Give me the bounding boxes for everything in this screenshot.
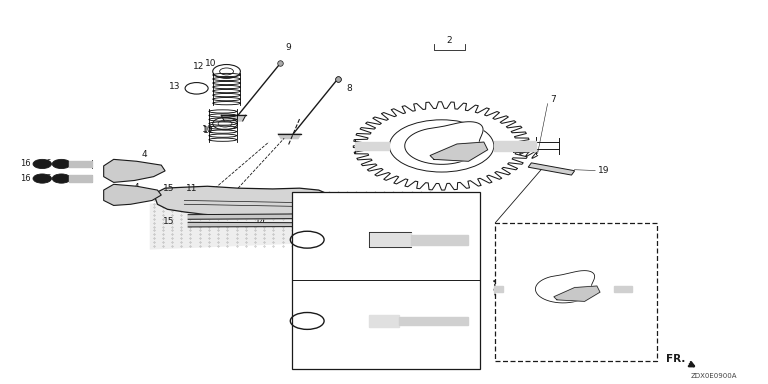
Polygon shape	[411, 235, 468, 245]
Polygon shape	[554, 286, 600, 301]
Polygon shape	[188, 222, 415, 227]
Polygon shape	[535, 271, 594, 303]
Text: 9: 9	[285, 43, 291, 53]
Text: 15: 15	[164, 184, 174, 193]
Text: 4: 4	[141, 150, 147, 159]
Text: 17: 17	[302, 235, 313, 244]
Polygon shape	[528, 163, 574, 175]
Text: 5: 5	[360, 221, 365, 227]
Text: 4: 4	[134, 183, 140, 192]
Text: 7: 7	[646, 262, 652, 271]
Text: 23: 23	[386, 253, 395, 259]
Polygon shape	[69, 161, 92, 167]
Text: FR.: FR.	[666, 354, 686, 364]
Text: 5: 5	[422, 204, 428, 213]
Polygon shape	[369, 315, 399, 327]
Polygon shape	[430, 142, 488, 161]
Polygon shape	[614, 286, 632, 292]
Text: 16: 16	[20, 174, 31, 183]
Text: 13: 13	[170, 82, 180, 91]
Text: 100.4: 100.4	[409, 341, 429, 347]
Text: 11: 11	[204, 126, 214, 135]
Polygon shape	[399, 317, 468, 325]
Circle shape	[33, 174, 51, 183]
Bar	[495, 223, 657, 361]
Circle shape	[427, 212, 441, 219]
Polygon shape	[278, 134, 301, 139]
Text: ZDX0E0900A: ZDX0E0900A	[691, 372, 737, 379]
Text: 16: 16	[20, 159, 31, 169]
Polygon shape	[369, 232, 411, 247]
Text: 12: 12	[193, 61, 204, 71]
Text: 6: 6	[45, 159, 50, 169]
Text: M8: M8	[385, 222, 396, 228]
Text: 4.78: 4.78	[376, 306, 392, 312]
Polygon shape	[155, 186, 334, 217]
Text: 14: 14	[256, 217, 266, 227]
Text: 2: 2	[446, 36, 452, 45]
Circle shape	[429, 140, 454, 152]
Text: 20: 20	[472, 232, 480, 237]
Text: 10: 10	[202, 125, 213, 134]
Polygon shape	[150, 192, 438, 250]
Text: 5: 5	[422, 223, 428, 232]
Text: 15: 15	[164, 217, 174, 226]
Text: 11: 11	[187, 184, 197, 194]
Polygon shape	[494, 141, 536, 151]
Circle shape	[33, 159, 51, 169]
Text: 8: 8	[346, 84, 353, 93]
Polygon shape	[188, 213, 430, 219]
Circle shape	[343, 238, 349, 241]
Circle shape	[52, 159, 71, 169]
Polygon shape	[355, 142, 389, 150]
Polygon shape	[104, 184, 161, 205]
Text: 3: 3	[373, 206, 379, 215]
Polygon shape	[104, 159, 165, 182]
Polygon shape	[69, 175, 92, 182]
Bar	[292, 192, 480, 369]
Circle shape	[427, 220, 441, 227]
Circle shape	[555, 285, 571, 293]
Text: 19: 19	[598, 166, 609, 175]
Polygon shape	[405, 122, 483, 164]
Text: 10: 10	[206, 59, 217, 68]
Circle shape	[343, 319, 349, 323]
Text: 18: 18	[302, 316, 313, 326]
Circle shape	[52, 174, 71, 183]
Text: 81.4: 81.4	[411, 261, 426, 267]
Text: 6: 6	[45, 174, 50, 183]
Text: 17: 17	[406, 327, 415, 333]
Text: 7: 7	[550, 95, 556, 104]
Polygon shape	[221, 115, 246, 121]
Text: 19: 19	[471, 314, 478, 319]
Polygon shape	[494, 286, 503, 292]
